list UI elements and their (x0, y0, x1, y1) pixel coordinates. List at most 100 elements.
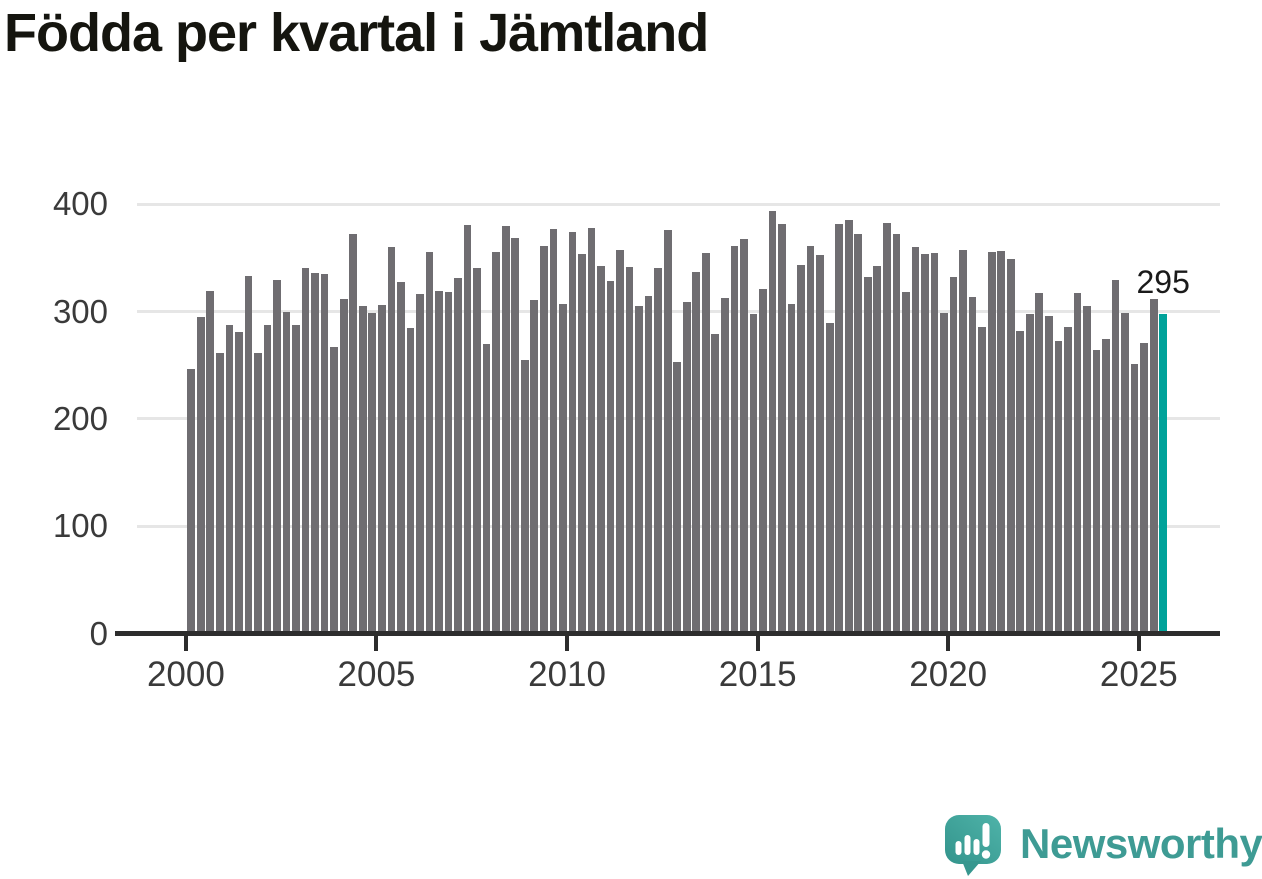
gridline-y-300 (137, 310, 1220, 314)
bar-2018 Q3 (892, 233, 901, 631)
bar-2005 Q4 (406, 328, 415, 631)
y-axis-label: 200 (52, 399, 108, 437)
bar-2022 Q3 (1045, 315, 1053, 631)
x-tick-2015 (755, 636, 760, 651)
bar-2004 Q4 (368, 313, 377, 631)
y-axis-label: 300 (52, 292, 108, 330)
bar-2024 Q2 (1111, 280, 1120, 631)
bar-2012 Q1 (644, 296, 653, 631)
bar-2003 Q1 (301, 268, 310, 631)
bar-2006 Q3 (435, 290, 443, 631)
bar-2009 Q3 (549, 228, 558, 631)
bar-2008 Q4 (520, 359, 529, 631)
newsworthy-logo-text: Newsworthy (1020, 820, 1262, 867)
bar-2006 Q2 (425, 252, 434, 631)
x-axis-label-2015: 2015 (718, 655, 797, 694)
bar-2000 Q2 (196, 316, 205, 631)
bar-2011 Q2 (616, 250, 624, 631)
bar-2012 Q3 (663, 229, 672, 631)
newsworthy-logo: Newsworthy (941, 810, 1262, 878)
bar-2022 Q1 (1025, 314, 1034, 631)
bar-2004 Q1 (339, 299, 348, 631)
bar-2007 Q1 (454, 277, 462, 631)
bar-2010 Q4 (597, 266, 605, 631)
bar-2017 Q3 (854, 233, 863, 631)
bar-2007 Q3 (473, 268, 481, 631)
x-axis-label-2000: 2000 (146, 655, 225, 694)
bar-2007 Q2 (463, 225, 472, 631)
bar-2002 Q4 (292, 325, 300, 631)
bar-2019 Q2 (921, 254, 929, 631)
bar-2015 Q3 (778, 224, 786, 631)
gridline-y-400 (137, 202, 1220, 206)
bar-2021 Q3 (1006, 258, 1015, 631)
bar-2001 Q4 (254, 353, 262, 631)
chart-title: Födda per kvartal i Jämtland (4, 3, 709, 63)
bar-2019 Q3 (930, 253, 939, 631)
bar-2018 Q2 (883, 223, 891, 631)
bar-2020 Q2 (959, 250, 967, 631)
bar-2000 Q4 (215, 353, 224, 631)
bar-2011 Q1 (606, 281, 615, 631)
bar-2017 Q2 (844, 220, 853, 631)
x-tick-2005 (374, 636, 379, 651)
highlight-value-label: 295 (1136, 264, 1190, 300)
x-axis-label-2025: 2025 (1099, 655, 1178, 694)
bar-2015 Q2 (768, 211, 777, 631)
bar-2021 Q1 (987, 252, 996, 631)
bar-2014 Q2 (730, 245, 739, 631)
bar-2013 Q3 (701, 253, 710, 631)
bar-2022 Q2 (1035, 292, 1044, 631)
bar-2001 Q2 (235, 331, 243, 631)
bar-2023 Q4 (1092, 349, 1101, 631)
bar-2002 Q1 (263, 325, 272, 631)
bar-2008 Q1 (492, 252, 500, 631)
bar-2001 Q3 (244, 275, 253, 631)
bar-2003 Q2 (311, 272, 319, 631)
bar-2023 Q3 (1083, 305, 1091, 631)
x-tick-2025 (1136, 636, 1141, 651)
bar-2004 Q2 (349, 233, 358, 631)
x-axis-label-2010: 2010 (528, 655, 606, 694)
bar-2013 Q2 (692, 271, 701, 631)
bar-2005 Q1 (377, 304, 386, 631)
y-axis-label: 0 (89, 614, 108, 652)
bar-2016 Q3 (816, 255, 824, 631)
bar-2020 Q1 (949, 276, 958, 631)
bar-2009 Q1 (530, 300, 539, 631)
bar-2024 Q4 (1130, 363, 1139, 631)
x-axis-label-2020: 2020 (909, 655, 988, 694)
bar-2017 Q1 (835, 224, 844, 631)
bar-2010 Q3 (587, 227, 596, 631)
bar-2025 Q2 (1149, 299, 1158, 631)
bar-2016 Q2 (806, 245, 815, 631)
bar-2000 Q3 (206, 290, 215, 631)
bar-2012 Q4 (673, 361, 682, 631)
bar-2015 Q1 (759, 288, 767, 631)
x-tick-2000 (183, 636, 188, 651)
bar-2003 Q4 (330, 346, 339, 631)
bar-2002 Q3 (282, 312, 291, 631)
bar-2012 Q2 (654, 268, 662, 631)
bar-2017 Q4 (863, 276, 872, 631)
bar-2021 Q2 (997, 251, 1006, 631)
bar-2019 Q1 (911, 246, 920, 631)
bar-2014 Q4 (749, 314, 758, 631)
bar-2016 Q1 (797, 265, 805, 631)
bar-2016 Q4 (825, 323, 834, 631)
bar-2007 Q4 (482, 344, 491, 631)
bar-2020 Q3 (968, 297, 977, 631)
newsworthy-speech-bubble-bar-chart-icon (945, 815, 1001, 876)
bar-2015 Q4 (787, 303, 796, 631)
bar-2013 Q4 (711, 333, 720, 631)
x-axis-label-2005: 2005 (337, 655, 416, 694)
bar-2023 Q1 (1064, 327, 1072, 631)
x-tick-2020 (946, 636, 951, 651)
bar-2018 Q4 (902, 291, 910, 631)
bar-2019 Q4 (940, 313, 948, 631)
bar-2000 Q1 (187, 369, 196, 631)
bar-2025 Q1 (1140, 343, 1148, 631)
bar-2005 Q2 (387, 246, 396, 631)
bar-2020 Q4 (978, 327, 986, 631)
